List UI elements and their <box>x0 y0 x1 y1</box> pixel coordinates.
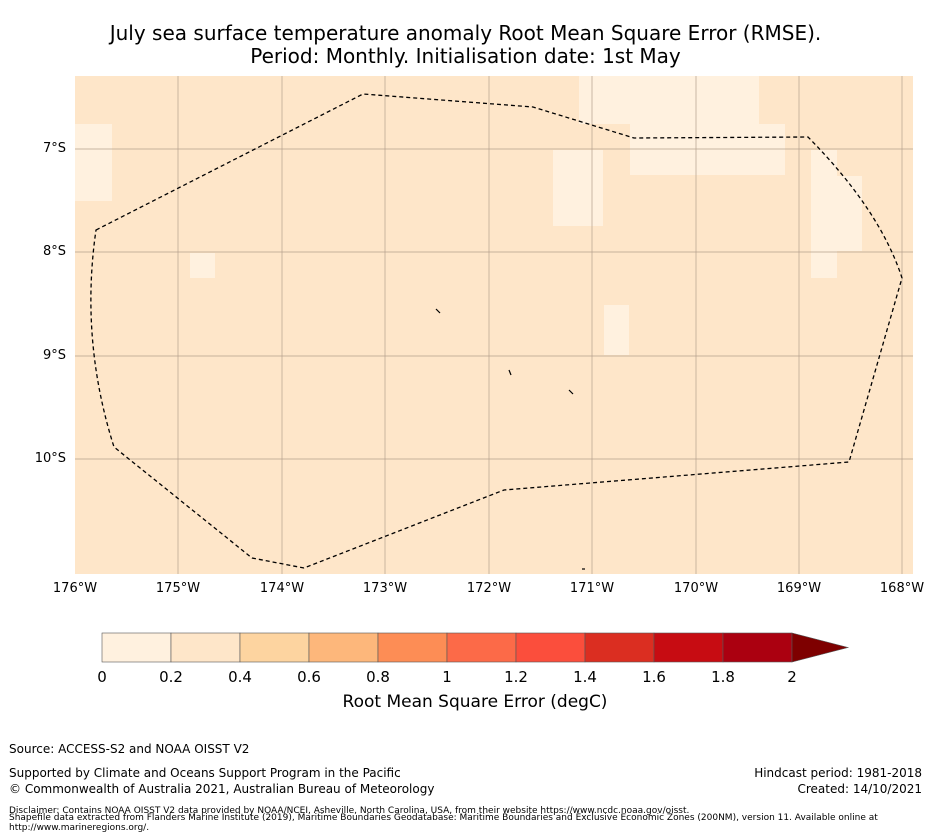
chart-title-line2: Period: Monthly. Initialisation date: 1s… <box>250 44 681 68</box>
eez-boundary <box>90 93 903 569</box>
colorbar-tick-label: 1.8 <box>711 668 735 686</box>
colorbar-tick-label: 0.4 <box>228 668 252 686</box>
support-text: Supported by Climate and Oceans Support … <box>9 766 401 780</box>
colorbar-extend-arrow <box>791 632 850 663</box>
disclaimer-line1: Disclaimer: Contains NOAA OISST V2 data … <box>9 806 690 816</box>
island <box>435 308 441 314</box>
colorbar-segment <box>101 632 172 663</box>
light-cell <box>630 124 785 175</box>
islands <box>435 308 585 570</box>
light-cell <box>604 305 629 355</box>
lat-label-10s: 10°S <box>34 451 66 466</box>
lon-label-176w: 176°W <box>52 581 98 596</box>
colorbar-segment <box>170 632 241 663</box>
chart-title-line1: July sea surface temperature anomaly Roo… <box>109 21 822 45</box>
island <box>568 389 574 395</box>
low-error-cells <box>75 76 862 355</box>
lon-label-173w: 173°W <box>362 581 408 596</box>
colorbar-tick-label: 1.2 <box>504 668 528 686</box>
colorbar-segment <box>584 632 655 663</box>
hindcast-period: Hindcast period: 1981-2018 <box>754 766 922 780</box>
lon-label-170w: 170°W <box>673 581 719 596</box>
colorbar-tick-label: 1.4 <box>573 668 597 686</box>
copyright-text: © Commonwealth of Australia 2021, Austra… <box>9 782 435 796</box>
colorbar-tick-label: 0.2 <box>159 668 183 686</box>
lat-label-7s: 7°S <box>42 141 66 156</box>
colorbar-segment <box>722 632 793 663</box>
gridlines <box>75 76 913 574</box>
colorbar <box>101 632 850 663</box>
lon-label-172w: 172°W <box>466 581 512 596</box>
source-text: Source: ACCESS-S2 and NOAA OISST V2 <box>9 742 250 756</box>
colorbar-segment <box>515 632 586 663</box>
light-cell <box>811 150 837 278</box>
colorbar-segment <box>308 632 379 663</box>
map-background <box>75 76 913 574</box>
created-date: Created: 14/10/2021 <box>797 782 922 796</box>
lon-label-175w: 175°W <box>155 581 201 596</box>
disclaimer-line3: http://www.marineregions.org/. <box>9 823 150 833</box>
colorbar-tick-label: 0.6 <box>297 668 321 686</box>
colorbar-tick-label: 0.8 <box>366 668 390 686</box>
colorbar-segment <box>377 632 448 663</box>
lon-label-171w: 171°W <box>569 581 615 596</box>
colorbar-tick-label: 0 <box>97 668 107 686</box>
island <box>508 369 512 376</box>
colorbar-segment <box>239 632 310 663</box>
light-cell <box>837 176 862 251</box>
colorbar-title: Root Mean Square Error (degC) <box>342 692 608 712</box>
colorbar-tick-label: 1.6 <box>642 668 666 686</box>
light-cell <box>553 150 603 226</box>
lon-label-174w: 174°W <box>259 581 305 596</box>
lon-label-168w: 168°W <box>879 581 925 596</box>
colorbar-segment <box>446 632 517 663</box>
light-cell <box>75 124 112 201</box>
lon-label-169w: 169°W <box>776 581 822 596</box>
colorbar-tick-label: 2 <box>787 668 797 686</box>
colorbar-tick-label: 1 <box>442 668 452 686</box>
lat-label-9s: 9°S <box>42 348 66 363</box>
light-cell <box>579 76 759 124</box>
lat-label-8s: 8°S <box>42 244 66 259</box>
disclaimer-line2: Shapefile data extracted from Flanders M… <box>9 813 878 823</box>
light-cell <box>190 253 215 278</box>
colorbar-segment <box>653 632 724 663</box>
